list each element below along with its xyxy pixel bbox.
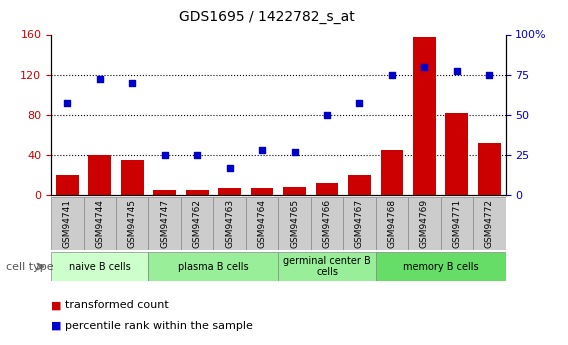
Bar [381, 150, 403, 195]
Bar [148, 197, 181, 250]
Point [387, 72, 396, 77]
Bar [250, 188, 273, 195]
Text: GSM94747: GSM94747 [160, 199, 169, 248]
Point [355, 101, 364, 106]
Text: percentile rank within the sample: percentile rank within the sample [65, 321, 253, 331]
Text: naive B cells: naive B cells [69, 262, 131, 272]
Bar [311, 197, 343, 250]
Bar [218, 188, 241, 195]
Point [193, 152, 202, 158]
Bar [343, 197, 375, 250]
Point [290, 149, 299, 154]
Bar [278, 252, 375, 281]
Bar [186, 190, 208, 195]
Text: GSM94763: GSM94763 [225, 199, 234, 248]
Point [128, 80, 137, 85]
Bar [445, 113, 468, 195]
Bar [116, 197, 148, 250]
Text: ■: ■ [51, 300, 61, 310]
Bar [51, 252, 148, 281]
Text: plasma B cells: plasma B cells [178, 262, 249, 272]
Text: GSM94771: GSM94771 [452, 199, 461, 248]
Point [485, 72, 494, 77]
Bar [478, 143, 500, 195]
Text: GSM94768: GSM94768 [387, 199, 396, 248]
Bar [246, 197, 278, 250]
Bar [348, 175, 371, 195]
Bar [148, 252, 278, 281]
Point [257, 147, 266, 153]
Bar [121, 160, 144, 195]
Point [420, 64, 429, 69]
Bar [408, 197, 441, 250]
Text: ■: ■ [51, 321, 61, 331]
Bar [153, 190, 176, 195]
Text: germinal center B
cells: germinal center B cells [283, 256, 371, 277]
Text: GSM94765: GSM94765 [290, 199, 299, 248]
Text: GSM94745: GSM94745 [128, 199, 137, 248]
Bar [316, 183, 339, 195]
Point [160, 152, 169, 158]
Bar [89, 155, 111, 195]
Point [452, 69, 461, 74]
Bar [83, 197, 116, 250]
Text: GSM94767: GSM94767 [355, 199, 364, 248]
Text: GDS1695 / 1422782_s_at: GDS1695 / 1422782_s_at [179, 10, 355, 24]
Point [63, 101, 72, 106]
Bar [283, 187, 306, 195]
Text: GSM94744: GSM94744 [95, 199, 105, 248]
Bar [441, 197, 473, 250]
Text: GSM94769: GSM94769 [420, 199, 429, 248]
Point [95, 77, 105, 82]
Bar [278, 197, 311, 250]
Bar [375, 197, 408, 250]
Text: GSM94741: GSM94741 [63, 199, 72, 248]
Text: transformed count: transformed count [65, 300, 169, 310]
Text: cell type: cell type [6, 262, 53, 272]
Bar [473, 197, 506, 250]
Point [323, 112, 332, 117]
Text: GSM94766: GSM94766 [323, 199, 332, 248]
Text: memory B cells: memory B cells [403, 262, 478, 272]
Bar [56, 175, 79, 195]
Bar [375, 252, 506, 281]
Bar [214, 197, 246, 250]
Text: GSM94772: GSM94772 [485, 199, 494, 248]
Bar [181, 197, 214, 250]
Point [225, 165, 234, 170]
Text: GSM94764: GSM94764 [258, 199, 266, 248]
Bar [51, 197, 83, 250]
Bar [413, 37, 436, 195]
Text: GSM94762: GSM94762 [193, 199, 202, 248]
